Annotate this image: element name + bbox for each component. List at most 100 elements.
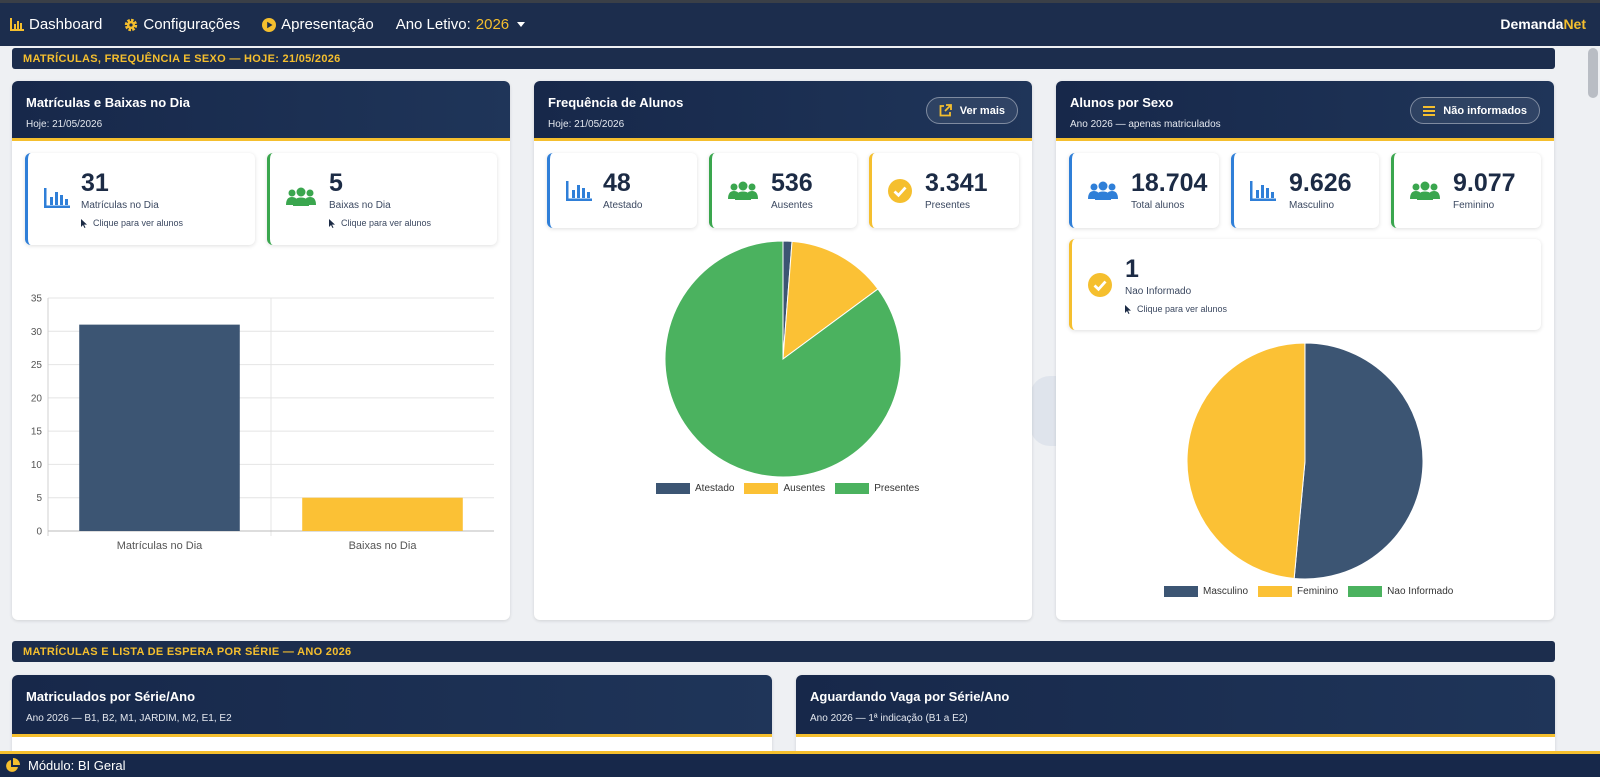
legend-item[interactable]: Feminino [1258,586,1338,597]
status-bar: Módulo: BI Geral [0,751,1600,777]
scrollbar-thumb[interactable] [1588,48,1598,98]
users-icon [1088,181,1118,200]
legend-item[interactable]: Atestado [656,483,734,494]
stat-label: Feminino [1453,200,1495,211]
nav-dashboard-label: Dashboard [29,16,103,33]
pie-slice[interactable] [1293,342,1424,580]
x-tick-label: Matrículas no Dia [117,540,203,551]
card-alunos-sexo: Alunos por Sexo Ano 2026 — apenas matric… [1056,81,1554,620]
nav-presentation-label: Apresentação [281,16,374,33]
card-header: Matrículas e Baixas no Dia Hoje: 21/05/2… [12,81,510,141]
y-tick-label: 30 [31,327,43,338]
ver-mais-button[interactable]: Ver mais [925,97,1018,124]
card-title: Frequência de Alunos [548,95,684,110]
card-aguardando-vaga: Aguardando Vaga por Série/Ano Ano 2026 —… [796,675,1555,751]
stat-feminino[interactable]: 9.077 Feminino [1391,153,1541,228]
year-label: Ano Letivo: [395,16,471,33]
nav-config-label: Configurações [143,16,241,33]
nao-informados-button[interactable]: Não informados [1410,97,1540,124]
stat-presentes[interactable]: 3.341 Presentes [869,153,1019,228]
bar-chart-icon [566,181,592,201]
legend-swatch [1164,586,1198,597]
bar[interactable] [302,497,463,531]
bar[interactable] [79,324,240,531]
nav-config[interactable]: Configurações [124,16,240,33]
stat-ausentes[interactable]: 536 Ausentes [709,153,857,228]
card-subtitle: Hoje: 21/05/2026 [26,119,103,130]
main-content[interactable]: MATRÍCULAS, FREQUÊNCIA E SEXO — HOJE: 21… [0,46,1600,751]
legend-swatch [656,483,690,494]
year-selector[interactable]: Ano Letivo: 2026 [395,16,526,33]
stat-label: Baixas no Dia [329,200,391,211]
chevron-down-icon [517,22,526,27]
card-header: Aguardando Vaga por Série/Ano Ano 2026 —… [796,675,1555,737]
ver-mais-label: Ver mais [959,104,1005,117]
stat-value: 9.626 [1289,169,1352,197]
legend-swatch [744,483,779,494]
y-tick-label: 15 [31,427,43,438]
legend-item[interactable]: Nao Informado [1348,586,1453,597]
y-tick-label: 35 [31,294,43,305]
legend-swatch [1348,586,1383,597]
section-banner-2: MATRÍCULAS E LISTA DE ESPERA POR SÉRIE —… [12,641,1555,662]
cursor-pointer-icon [329,218,335,228]
legend-label: Presentes [874,483,920,494]
stat-hint-text: Clique para ver alunos [341,218,432,228]
stat-value: 1 [1125,255,1139,283]
stat-value: 9.077 [1453,169,1516,197]
card-title: Matriculados por Série/Ano [26,689,196,704]
y-tick-label: 5 [36,493,42,504]
bar-chart-icon [1250,181,1276,201]
external-link-icon [939,104,952,117]
bar-chart-icon [44,188,70,208]
stat-label: Atestado [603,200,643,211]
nav-presentation[interactable]: Apresentação [262,16,374,33]
legend-label: Ausentes [783,483,826,494]
pie-slice[interactable] [782,240,879,361]
stat-label: Matrículas no Dia [81,200,159,211]
stat-masculino[interactable]: 9.626 Masculino [1231,153,1379,228]
legend-swatch [835,483,870,494]
pie-slice[interactable] [1186,342,1306,580]
pie-slice[interactable] [664,240,902,478]
legend-item[interactable]: Ausentes [744,483,825,494]
brand-logo: DemandaNet [1500,16,1586,32]
nav-dashboard[interactable]: Dashboard [10,16,102,33]
pie-chart-sexo[interactable] [1185,341,1425,581]
stat-label: Nao Informado [1125,286,1192,297]
card-title: Aguardando Vaga por Série/Ano [810,689,1010,704]
bar-chart-icon [10,18,24,31]
y-tick-label: 20 [31,393,43,404]
stat-total-alunos[interactable]: 18.704 Total alunos [1069,153,1219,228]
stat-matriculas-dia[interactable]: 31 Matrículas no Dia Clique para ver alu… [25,153,255,245]
card-matriculas-baixas: Matrículas e Baixas no Dia Hoje: 21/05/2… [12,81,510,620]
gear-icon [125,18,138,31]
stat-nao-informado[interactable]: 1 Nao Informado Clique para ver alunos [1069,239,1541,330]
legend-label: Feminino [1297,586,1339,597]
list-icon [1423,105,1436,116]
check-circle-icon [1088,273,1112,297]
legend-item[interactable]: Presentes [835,483,919,494]
card-title: Alunos por Sexo [1070,95,1174,110]
card-subtitle: Hoje: 21/05/2026 [548,119,625,130]
legend-item[interactable]: Masculino [1164,586,1248,597]
pie-chart-frequencia[interactable] [663,239,903,479]
brand-part-a: Demanda [1500,16,1564,32]
stat-hint: Clique para ver alunos [81,218,183,228]
stat-label: Total alunos [1131,200,1185,211]
card-subtitle: Ano 2026 — 1ª indicação (B1 a E2) [810,713,968,724]
stat-baixas-dia[interactable]: 5 Baixas no Dia Clique para ver alunos [267,153,497,245]
y-tick-label: 0 [36,527,42,538]
users-icon [286,187,316,206]
stat-value: 31 [81,169,109,197]
stat-value: 3.341 [925,169,988,197]
card-header: Alunos por Sexo Ano 2026 — apenas matric… [1056,81,1554,141]
stat-hint: Clique para ver alunos [329,218,431,228]
stat-atestado[interactable]: 48 Atestado [547,153,697,228]
users-icon [1410,181,1440,200]
bar-chart-matriculas-baixas[interactable]: 0 5 10 15 20 25 30 35 Matrículas no Dia Baixas no… [12,251,510,551]
stat-label: Masculino [1289,200,1335,211]
stat-value: 5 [329,169,343,197]
stat-hint: Clique para ver alunos [1125,304,1227,314]
legend-label: Nao Informado [1387,586,1454,597]
